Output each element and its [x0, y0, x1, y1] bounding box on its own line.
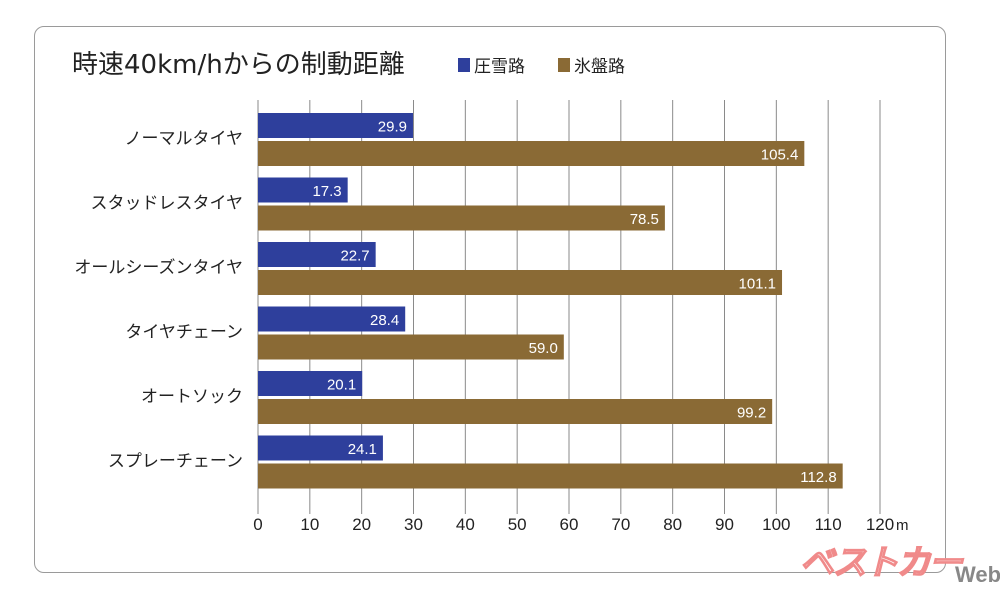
x-tick-label: 50 [508, 515, 527, 534]
legend-swatch [558, 57, 570, 72]
x-tick-label: 10 [300, 515, 319, 534]
x-tick-label: 120 [866, 515, 894, 534]
bar-compacted-snow [258, 371, 363, 396]
x-tick-label: 100 [762, 515, 790, 534]
x-tick-label: 110 [815, 515, 842, 534]
category-label: オートソック [141, 387, 243, 407]
data-label: 24.1 [348, 441, 377, 458]
bar-ice [258, 334, 564, 360]
bar-compacted-snow [258, 435, 383, 461]
legend-swatch [458, 57, 470, 72]
watermark-logo: ベストカー [799, 542, 963, 584]
category-label: ノーマルタイヤ [125, 129, 244, 149]
data-label: 28.4 [370, 312, 399, 329]
category-label: オールシーズンタイヤ [74, 258, 243, 278]
x-tick-label: 20 [352, 515, 371, 534]
bar-ice [258, 399, 773, 424]
x-unit-label: m [896, 517, 909, 534]
x-tick-label: 40 [456, 515, 475, 534]
bar-compacted-snow [258, 113, 413, 138]
bar-ice [258, 270, 783, 295]
x-tick-label: 90 [715, 515, 734, 534]
category-label: スプレーチェーン [108, 452, 243, 472]
bar-compacted-snow [258, 177, 348, 203]
data-label: 99.2 [737, 405, 766, 422]
data-label: 22.7 [340, 248, 369, 265]
data-label: 59.0 [529, 340, 558, 357]
data-label: 29.9 [378, 119, 407, 136]
legend-item-series-0: 圧雪路 [458, 52, 525, 77]
x-tick-label: 80 [663, 515, 682, 534]
bar-ice [258, 141, 805, 166]
chart-title: 時速40km/hからの制動距離 [72, 50, 405, 80]
category-label: スタッドレスタイヤ [91, 194, 244, 214]
x-tick-label: 0 [253, 515, 262, 534]
data-label: 105.4 [761, 147, 799, 164]
bar-ice [258, 463, 843, 489]
legend-label: 圧雪路 [474, 57, 525, 77]
category-label: タイヤチェーン [125, 323, 243, 343]
legend-label: 氷盤路 [574, 57, 625, 77]
data-label: 78.5 [630, 211, 659, 228]
x-tick-label: 60 [560, 515, 579, 534]
bar-compacted-snow [258, 306, 406, 332]
data-label: 20.1 [327, 377, 356, 394]
data-label: 101.1 [738, 276, 776, 293]
bar-ice [258, 205, 665, 231]
data-label: 112.8 [800, 469, 836, 486]
watermark-suffix: Web [955, 562, 1000, 587]
legend-item-series-1: 氷盤路 [558, 52, 625, 77]
data-label: 17.3 [312, 183, 341, 200]
x-tick-label: 70 [611, 515, 630, 534]
bar-compacted-snow [258, 242, 376, 267]
x-tick-label: 30 [404, 515, 423, 534]
